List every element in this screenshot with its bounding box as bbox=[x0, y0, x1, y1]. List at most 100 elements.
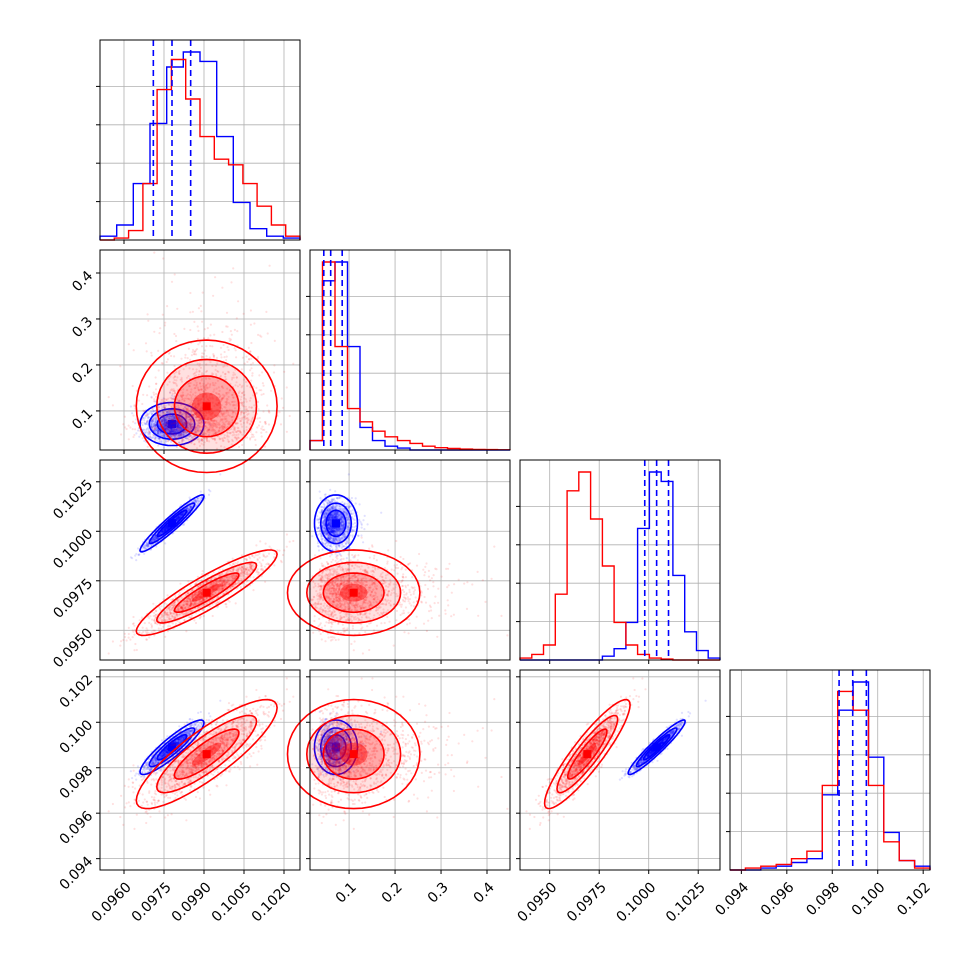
scatter-point bbox=[177, 430, 180, 433]
scatter-point bbox=[138, 553, 141, 556]
scatter-point bbox=[199, 490, 202, 493]
scatter-point bbox=[160, 739, 164, 742]
scatter-point bbox=[135, 552, 138, 556]
panel-3-2 bbox=[516, 670, 720, 874]
scatter-point bbox=[179, 410, 182, 413]
scatter-point bbox=[154, 423, 157, 426]
scatter-point bbox=[311, 535, 314, 538]
scatter-point bbox=[329, 488, 332, 491]
scatter-point bbox=[318, 490, 321, 493]
scatter-point bbox=[334, 490, 337, 493]
scatter-point bbox=[188, 496, 191, 499]
scatter-point bbox=[363, 514, 366, 518]
panel-0-0 bbox=[96, 40, 300, 244]
scatter-point bbox=[188, 422, 191, 425]
scatter-point bbox=[152, 410, 155, 413]
scatter-point bbox=[164, 417, 167, 420]
contour-peak bbox=[332, 519, 340, 528]
scatter-point bbox=[134, 774, 137, 777]
scatter-point bbox=[207, 434, 211, 437]
panel-bg bbox=[520, 460, 720, 660]
scatter-point bbox=[136, 547, 140, 550]
scatter-point bbox=[161, 419, 164, 422]
scatter-point bbox=[189, 427, 192, 430]
scatter-point bbox=[151, 436, 154, 439]
scatter-point bbox=[219, 473, 222, 476]
panel-bg bbox=[520, 670, 720, 870]
panel-bg bbox=[730, 670, 930, 870]
panel-bg bbox=[100, 250, 300, 450]
scatter-point bbox=[168, 417, 171, 420]
scatter-point bbox=[316, 542, 319, 545]
panel-bg bbox=[100, 460, 300, 660]
scatter-point bbox=[164, 424, 167, 427]
scatter-point bbox=[174, 429, 178, 432]
scatter-point bbox=[366, 523, 369, 526]
scatter-point bbox=[360, 534, 363, 537]
scatter-point bbox=[151, 420, 154, 423]
scatter-point bbox=[321, 548, 324, 551]
scatter-point bbox=[151, 407, 154, 410]
scatter-point bbox=[188, 435, 191, 438]
scatter-point bbox=[348, 547, 351, 550]
panel-1-1 bbox=[306, 250, 510, 454]
scatter-point bbox=[145, 431, 148, 434]
panel-2-1 bbox=[306, 460, 510, 664]
panel-bg bbox=[310, 250, 510, 450]
panel-2-0 bbox=[96, 460, 300, 664]
scatter-point bbox=[135, 772, 138, 775]
scatter-point bbox=[207, 488, 211, 491]
scatter-point bbox=[380, 511, 383, 514]
scatter-point bbox=[350, 496, 353, 500]
scatter-point bbox=[134, 422, 137, 425]
scatter-point bbox=[163, 435, 166, 438]
scatter-point bbox=[135, 559, 138, 562]
scatter-point bbox=[357, 534, 360, 537]
scatter-point bbox=[363, 528, 366, 531]
scatter-point bbox=[319, 497, 322, 500]
panel-2-2 bbox=[516, 460, 720, 664]
scatter-point bbox=[153, 424, 156, 427]
scatter-point bbox=[169, 429, 172, 432]
scatter-point bbox=[164, 542, 167, 545]
panel-bg bbox=[100, 40, 300, 240]
scatter-point bbox=[165, 427, 168, 430]
panel-bg bbox=[310, 670, 510, 870]
contour-peak bbox=[168, 519, 176, 528]
scatter-point bbox=[179, 411, 182, 414]
scatter-point bbox=[199, 710, 202, 714]
scatter-point bbox=[207, 493, 211, 496]
scatter-point bbox=[182, 523, 185, 527]
scatter-point bbox=[317, 545, 320, 548]
scatter-point bbox=[178, 433, 182, 436]
scatter-point bbox=[360, 522, 363, 525]
scatter-point bbox=[163, 421, 166, 424]
scatter-point bbox=[146, 419, 149, 422]
scatter-point bbox=[347, 473, 350, 476]
scatter-point bbox=[194, 429, 198, 432]
scatter-point bbox=[156, 431, 159, 434]
scatter-point bbox=[181, 413, 185, 416]
scatter-point bbox=[135, 432, 138, 435]
scatter-point bbox=[362, 541, 365, 544]
panel-bg bbox=[100, 670, 300, 870]
scatter-point bbox=[150, 424, 153, 427]
scatter-point bbox=[354, 497, 357, 500]
scatter-point bbox=[358, 503, 361, 506]
scatter-point bbox=[207, 719, 211, 722]
scatter-point bbox=[136, 765, 140, 768]
panel-3-1 bbox=[306, 670, 510, 874]
scatter-point bbox=[169, 411, 172, 414]
scatter-point bbox=[143, 439, 146, 443]
scatter-point bbox=[362, 519, 365, 522]
panel-3-0 bbox=[96, 670, 300, 874]
scatter-point bbox=[129, 405, 132, 408]
scatter-point bbox=[139, 433, 142, 436]
panel-bg bbox=[310, 460, 510, 660]
scatter-point bbox=[324, 493, 327, 496]
scatter-point bbox=[360, 526, 363, 529]
scatter-point bbox=[317, 549, 321, 552]
scatter-point bbox=[358, 518, 361, 522]
scatter-point bbox=[138, 435, 141, 438]
